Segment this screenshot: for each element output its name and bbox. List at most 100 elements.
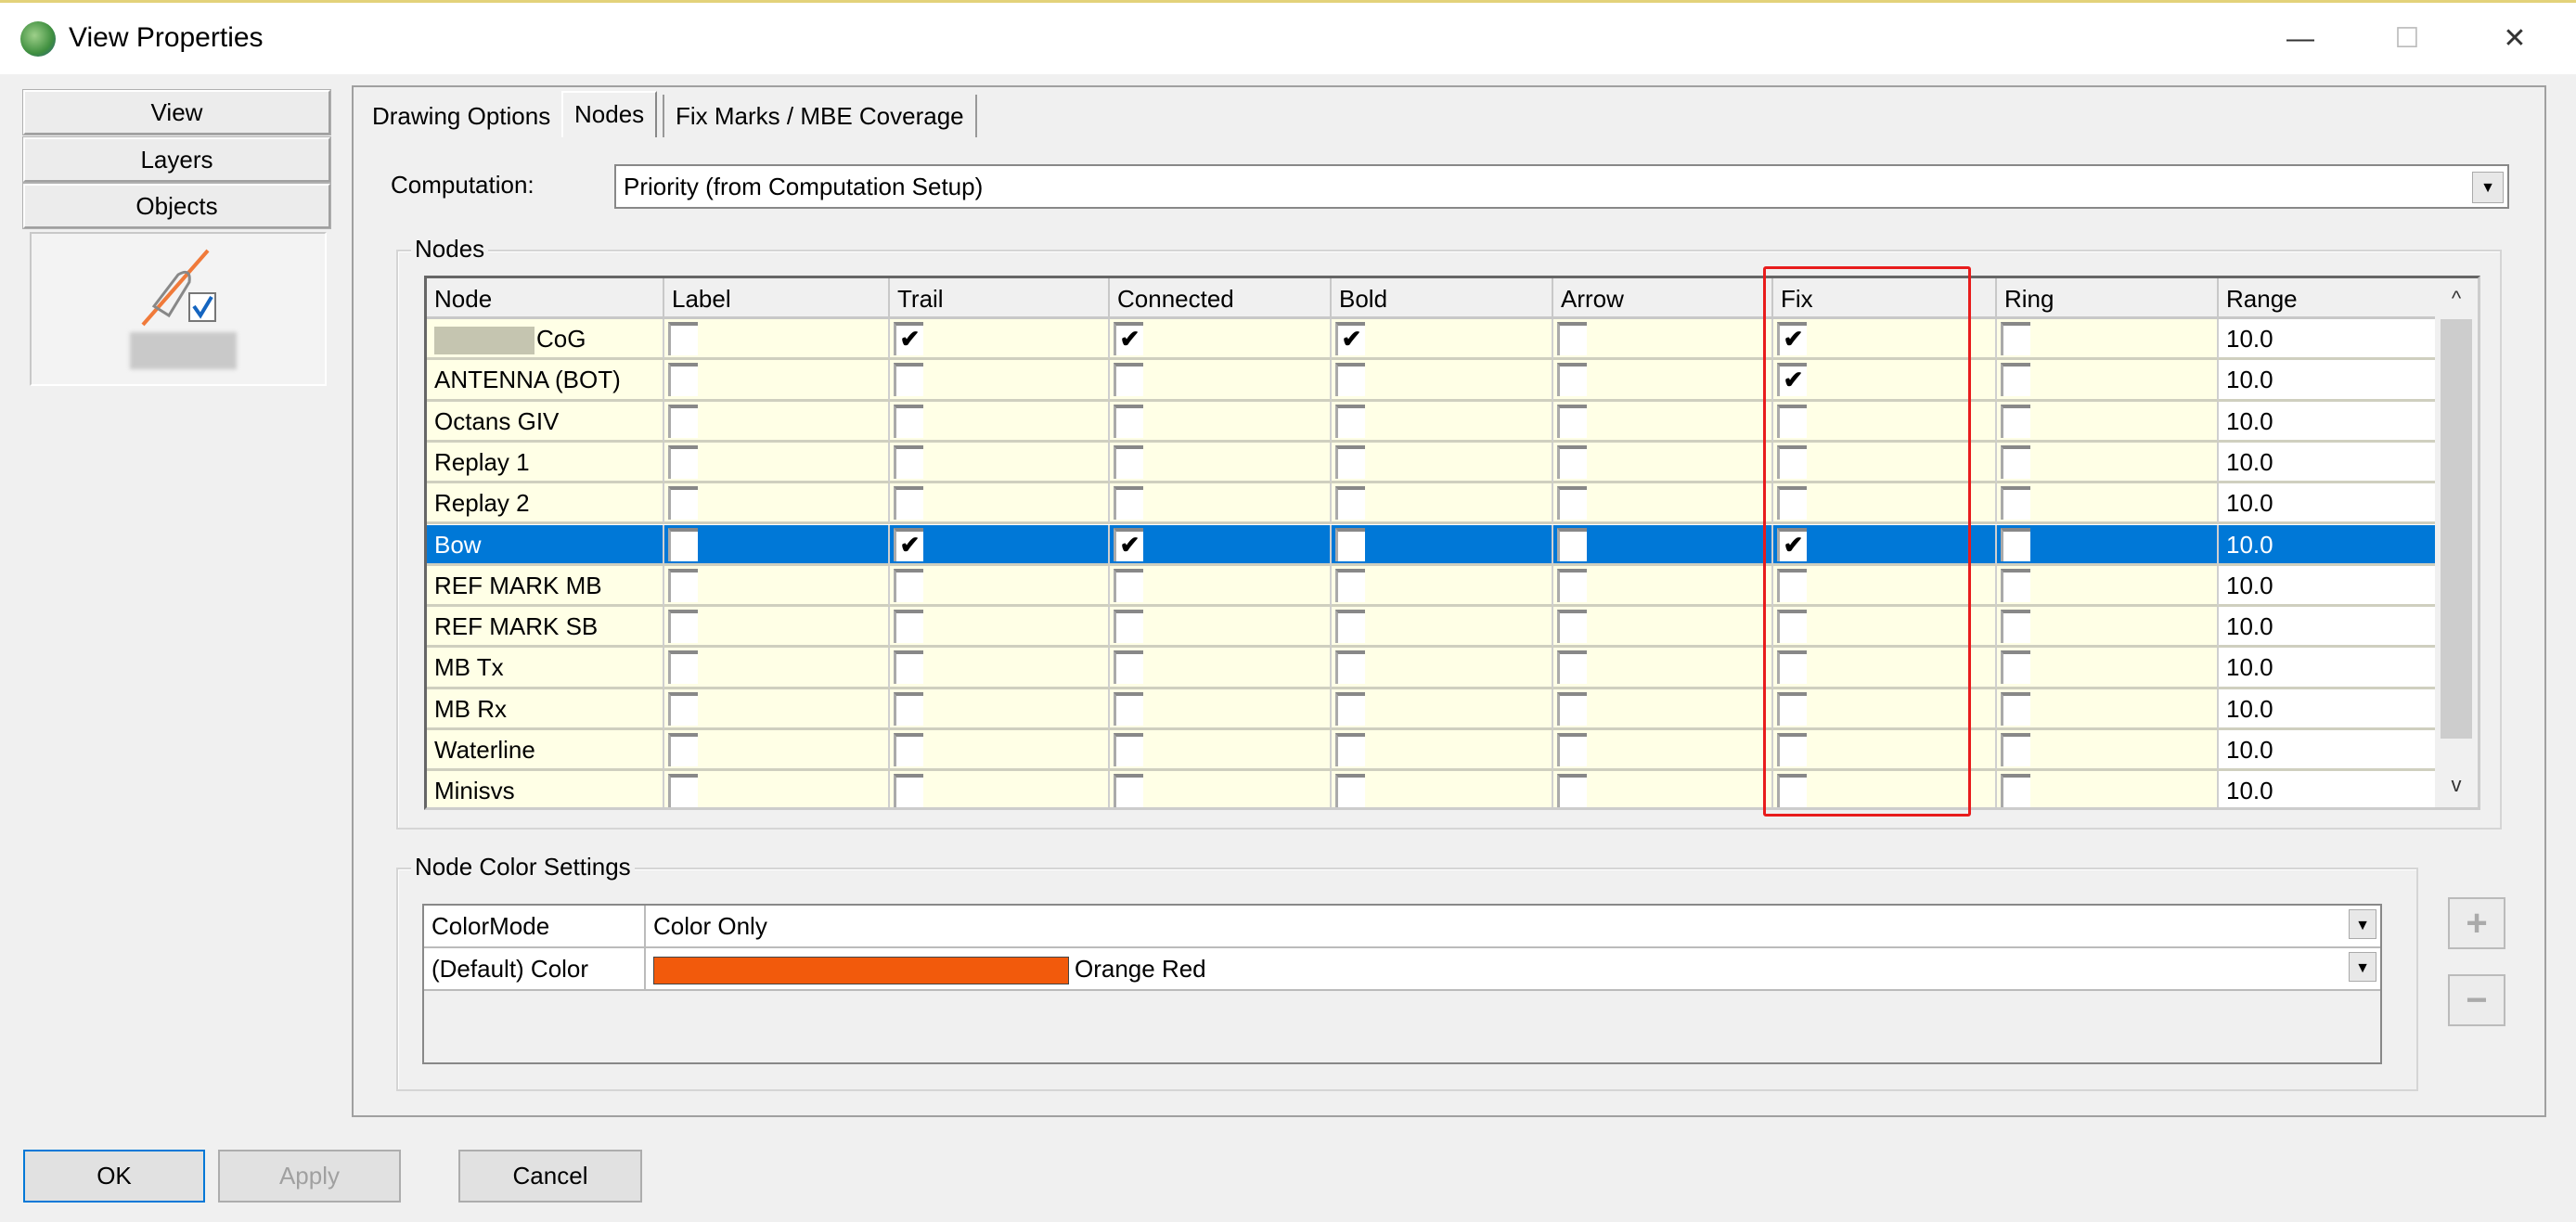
node-name-cell[interactable]: Replay 2 xyxy=(427,483,664,525)
maximize-button[interactable]: ☐ xyxy=(2394,23,2420,54)
trail-checkbox[interactable] xyxy=(894,691,923,726)
connected-checkbox[interactable] xyxy=(1114,404,1143,438)
sidebar-item-view[interactable]: View xyxy=(23,90,330,135)
ok-button[interactable]: OK xyxy=(23,1150,205,1203)
tab-drawing-options[interactable]: Drawing Options xyxy=(372,102,551,130)
bold-checkbox[interactable] xyxy=(1335,733,1365,766)
label-checkbox[interactable] xyxy=(668,733,698,766)
label-checkbox[interactable] xyxy=(668,527,698,561)
node-name-cell[interactable]: REF MARK MB xyxy=(427,565,664,608)
trail-checkbox[interactable] xyxy=(894,444,923,479)
cancel-button[interactable]: Cancel xyxy=(458,1150,642,1203)
fix-checkbox[interactable] xyxy=(1777,404,1807,438)
node-name-cell[interactable]: Waterline xyxy=(427,730,664,772)
range-cell[interactable]: 10.0 xyxy=(2219,524,2438,566)
table-row[interactable]: Replay 1 10.0 xyxy=(427,442,2438,484)
chevron-down-icon[interactable]: ▼ xyxy=(2349,952,2376,982)
chevron-down-icon[interactable]: ▼ xyxy=(2472,172,2504,203)
chevron-down-icon[interactable]: ▼ xyxy=(2349,909,2376,939)
fix-checkbox[interactable]: ✔ xyxy=(1777,322,1807,355)
label-checkbox[interactable] xyxy=(668,322,698,355)
column-header-bold[interactable]: Bold xyxy=(1332,278,1553,319)
table-row[interactable]: MB Rx 10.0 xyxy=(427,688,2438,730)
node-name-cell[interactable]: CoG xyxy=(427,319,664,361)
range-cell[interactable]: 10.0 xyxy=(2219,771,2438,807)
trail-checkbox[interactable]: ✔ xyxy=(894,322,923,355)
column-header-connected[interactable]: Connected xyxy=(1110,278,1332,319)
add-button[interactable]: + xyxy=(2448,897,2505,949)
ring-checkbox[interactable] xyxy=(2001,363,2030,397)
bold-checkbox[interactable] xyxy=(1335,610,1365,644)
ring-checkbox[interactable] xyxy=(2001,650,2030,685)
arrow-checkbox[interactable] xyxy=(1557,774,1587,807)
fix-checkbox[interactable] xyxy=(1777,774,1807,807)
range-cell[interactable]: 10.0 xyxy=(2219,319,2438,361)
apply-button[interactable]: Apply xyxy=(218,1150,401,1203)
table-row[interactable]: MB Tx 10.0 xyxy=(427,648,2438,689)
connected-checkbox[interactable] xyxy=(1114,610,1143,644)
range-cell[interactable]: 10.0 xyxy=(2219,730,2438,772)
label-checkbox[interactable] xyxy=(668,610,698,644)
trail-checkbox[interactable] xyxy=(894,650,923,685)
arrow-checkbox[interactable] xyxy=(1557,733,1587,766)
fix-checkbox[interactable] xyxy=(1777,733,1807,766)
table-row[interactable]: REF MARK SB 10.0 xyxy=(427,607,2438,649)
arrow-checkbox[interactable] xyxy=(1557,610,1587,644)
label-checkbox[interactable] xyxy=(668,486,698,521)
arrow-checkbox[interactable] xyxy=(1557,486,1587,521)
arrow-checkbox[interactable] xyxy=(1557,322,1587,355)
arrow-checkbox[interactable] xyxy=(1557,568,1587,602)
node-name-cell[interactable]: Minisvs xyxy=(427,771,664,807)
table-row[interactable]: CoG ✔ ✔ ✔ ✔ 10.0 xyxy=(427,319,2438,361)
label-checkbox[interactable] xyxy=(668,568,698,602)
connected-checkbox[interactable]: ✔ xyxy=(1114,322,1143,355)
tab-nodes[interactable]: Nodes xyxy=(561,91,658,137)
ring-checkbox[interactable] xyxy=(2001,527,2030,561)
table-row[interactable]: Replay 2 10.0 xyxy=(427,483,2438,525)
connected-checkbox[interactable] xyxy=(1114,774,1143,807)
range-cell[interactable]: 10.0 xyxy=(2219,607,2438,649)
scroll-thumb[interactable] xyxy=(2441,319,2472,739)
minimize-button[interactable]: — xyxy=(2286,23,2314,54)
remove-button[interactable]: − xyxy=(2448,974,2505,1026)
connected-checkbox[interactable]: ✔ xyxy=(1114,527,1143,561)
trail-checkbox[interactable] xyxy=(894,404,923,438)
range-cell[interactable]: 10.0 xyxy=(2219,688,2438,730)
range-cell[interactable]: 10.0 xyxy=(2219,442,2438,484)
ring-checkbox[interactable] xyxy=(2001,444,2030,479)
sidebar-item-objects[interactable]: Objects xyxy=(23,184,330,228)
bold-checkbox[interactable] xyxy=(1335,650,1365,685)
fix-checkbox[interactable] xyxy=(1777,568,1807,602)
range-cell[interactable]: 10.0 xyxy=(2219,565,2438,608)
connected-checkbox[interactable] xyxy=(1114,363,1143,397)
node-name-cell[interactable]: Octans GIV xyxy=(427,401,664,443)
table-row[interactable]: REF MARK MB 10.0 xyxy=(427,565,2438,608)
bold-checkbox[interactable]: ✔ xyxy=(1335,322,1365,355)
sidebar-item-layers[interactable]: Layers xyxy=(23,137,330,182)
node-name-cell[interactable]: REF MARK SB xyxy=(427,607,664,649)
column-header-fix[interactable]: Fix xyxy=(1773,278,1997,319)
ring-checkbox[interactable] xyxy=(2001,733,2030,766)
default-color-select[interactable]: Orange Red ▼ xyxy=(646,948,2380,991)
range-cell[interactable]: 10.0 xyxy=(2219,360,2438,402)
label-checkbox[interactable] xyxy=(668,404,698,438)
trail-checkbox[interactable] xyxy=(894,733,923,766)
connected-checkbox[interactable] xyxy=(1114,733,1143,766)
ring-checkbox[interactable] xyxy=(2001,774,2030,807)
fix-checkbox[interactable] xyxy=(1777,691,1807,726)
trail-checkbox[interactable] xyxy=(894,486,923,521)
tab-fix-marks-mbe-coverage[interactable]: Fix Marks / MBE Coverage xyxy=(663,95,977,137)
column-header-range[interactable]: Range xyxy=(2219,278,2438,319)
trail-checkbox[interactable] xyxy=(894,610,923,644)
connected-checkbox[interactable] xyxy=(1114,486,1143,521)
computation-select[interactable]: Priority (from Computation Setup) ▼ xyxy=(614,164,2509,209)
label-checkbox[interactable] xyxy=(668,691,698,726)
arrow-checkbox[interactable] xyxy=(1557,404,1587,438)
label-checkbox[interactable] xyxy=(668,444,698,479)
table-row[interactable]: Bow ✔ ✔ ✔ 10.0 xyxy=(427,524,2438,566)
ring-checkbox[interactable] xyxy=(2001,404,2030,438)
trail-checkbox[interactable] xyxy=(894,568,923,602)
scroll-up-icon[interactable]: ^ xyxy=(2451,287,2462,310)
trail-checkbox[interactable] xyxy=(894,774,923,807)
ring-checkbox[interactable] xyxy=(2001,322,2030,355)
